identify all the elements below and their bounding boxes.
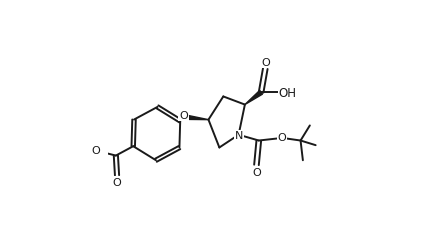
Text: N: N [235,131,244,141]
Text: OH: OH [279,86,297,99]
Text: O: O [91,146,100,155]
Text: O: O [261,57,270,67]
Polygon shape [245,91,263,105]
Polygon shape [187,116,208,120]
Text: O: O [252,167,261,177]
Text: O: O [112,177,121,187]
Text: O: O [278,132,286,143]
Text: O: O [179,110,188,121]
